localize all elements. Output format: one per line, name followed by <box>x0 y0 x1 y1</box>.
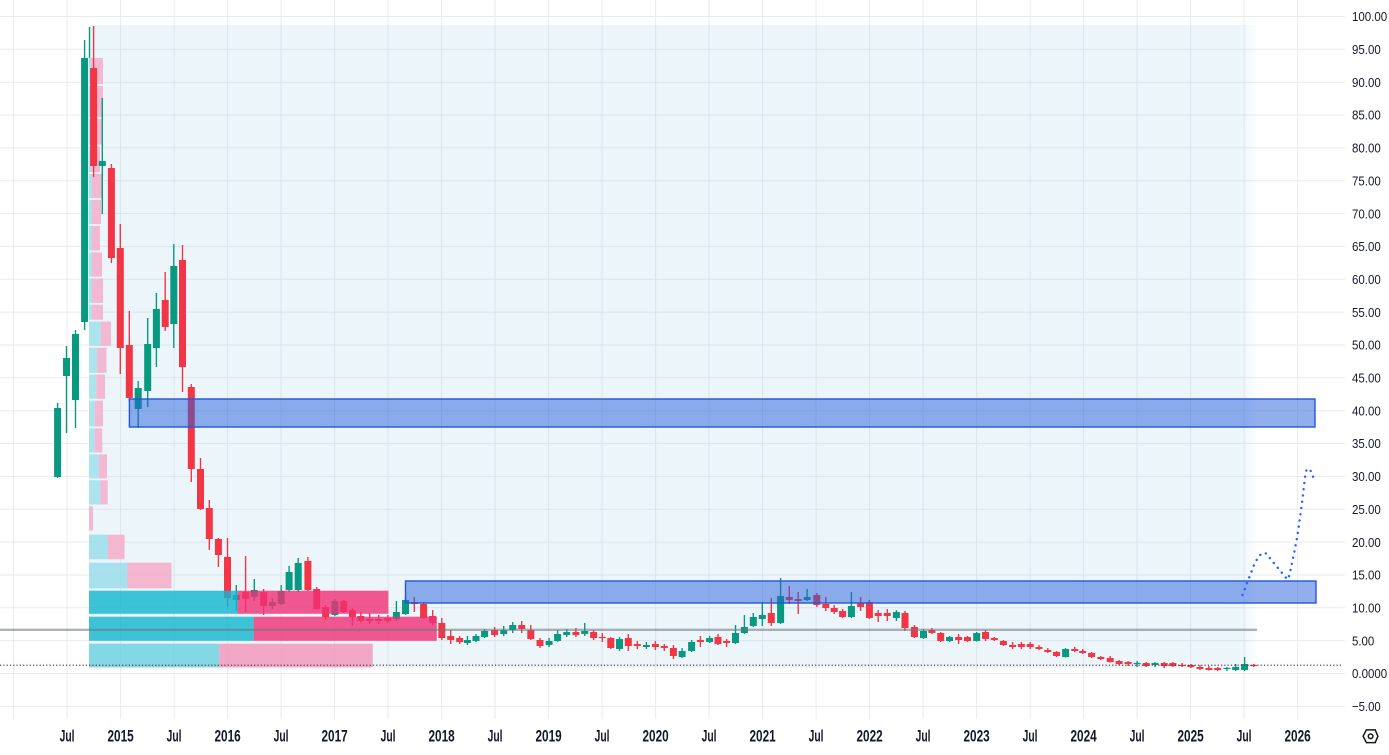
svg-text:5.00: 5.00 <box>1352 633 1374 648</box>
svg-text:2023: 2023 <box>964 727 990 745</box>
svg-text:Jul: Jul <box>1237 727 1252 745</box>
svg-text:20.00: 20.00 <box>1352 535 1381 550</box>
svg-text:Jul: Jul <box>60 727 75 745</box>
svg-text:85.00: 85.00 <box>1352 108 1381 123</box>
svg-text:10.00: 10.00 <box>1352 601 1381 616</box>
svg-text:15.00: 15.00 <box>1352 568 1381 583</box>
svg-text:2026: 2026 <box>1285 727 1311 745</box>
svg-text:2019: 2019 <box>536 727 562 745</box>
svg-text:2022: 2022 <box>857 727 883 745</box>
svg-text:25.00: 25.00 <box>1352 502 1381 517</box>
svg-text:2025: 2025 <box>1178 727 1204 745</box>
svg-text:Jul: Jul <box>1130 727 1145 745</box>
svg-text:45.00: 45.00 <box>1352 371 1381 386</box>
svg-text:2020: 2020 <box>643 727 669 745</box>
svg-text:2015: 2015 <box>108 727 134 745</box>
svg-text:Jul: Jul <box>381 727 396 745</box>
svg-text:Jul: Jul <box>488 727 503 745</box>
svg-text:90.00: 90.00 <box>1352 75 1381 90</box>
svg-text:0.0000: 0.0000 <box>1352 666 1387 681</box>
svg-text:Jul: Jul <box>916 727 931 745</box>
svg-text:Jul: Jul <box>1023 727 1038 745</box>
svg-text:100.00: 100.00 <box>1352 9 1387 24</box>
svg-text:2024: 2024 <box>1071 727 1097 745</box>
svg-text:80.00: 80.00 <box>1352 141 1381 156</box>
svg-text:Jul: Jul <box>702 727 717 745</box>
svg-text:55.00: 55.00 <box>1352 305 1381 320</box>
svg-text:−5.00: −5.00 <box>1352 699 1381 714</box>
svg-text:35.00: 35.00 <box>1352 436 1381 451</box>
svg-text:65.00: 65.00 <box>1352 239 1381 254</box>
svg-text:95.00: 95.00 <box>1352 42 1381 57</box>
svg-text:40.00: 40.00 <box>1352 403 1381 418</box>
svg-text:Jul: Jul <box>595 727 610 745</box>
svg-text:Jul: Jul <box>809 727 824 745</box>
svg-text:2018: 2018 <box>429 727 455 745</box>
svg-text:Jul: Jul <box>167 727 182 745</box>
svg-text:2021: 2021 <box>750 727 776 745</box>
svg-text:30.00: 30.00 <box>1352 469 1381 484</box>
svg-text:70.00: 70.00 <box>1352 206 1381 221</box>
svg-text:Jul: Jul <box>274 727 289 745</box>
svg-text:60.00: 60.00 <box>1352 272 1381 287</box>
svg-text:75.00: 75.00 <box>1352 173 1381 188</box>
svg-text:50.00: 50.00 <box>1352 338 1381 353</box>
svg-text:2017: 2017 <box>322 727 348 745</box>
svg-text:2016: 2016 <box>215 727 241 745</box>
